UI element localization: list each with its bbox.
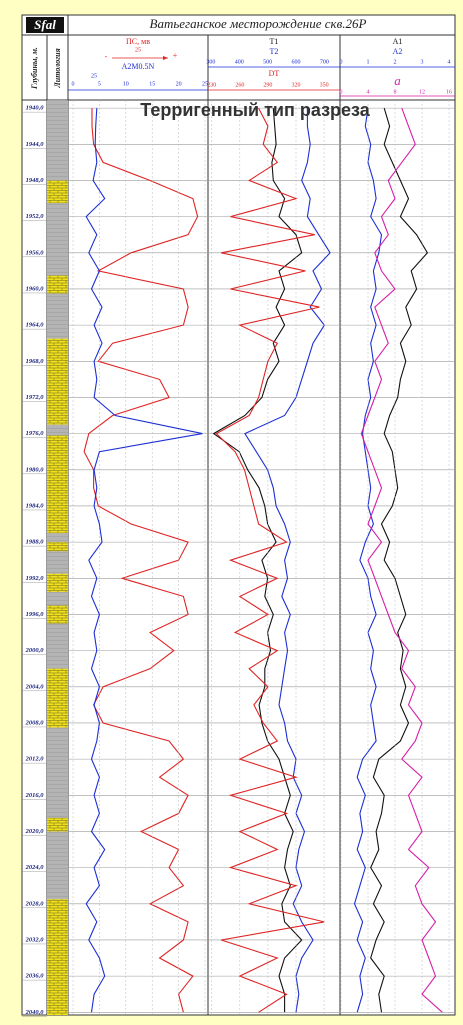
logo: Sfal <box>34 17 56 32</box>
depth-tick-label: 1960,0 <box>26 285 45 292</box>
depth-axis-label: Глубины, м. <box>30 47 39 90</box>
polarity-minus: - <box>105 52 108 61</box>
x-tick-label: 20 <box>176 81 182 87</box>
curve-name: a <box>394 73 401 88</box>
depth-tick-label: 2008,0 <box>25 719 45 726</box>
depth-tick-label: 2036,0 <box>25 973 45 980</box>
x-tick-label: 15 <box>149 81 155 87</box>
x-tick-label: 12 <box>419 89 425 95</box>
depth-tick-label: 1980,0 <box>26 466 45 473</box>
depth-tick-label: 1988,0 <box>26 539 45 546</box>
depth-tick-label: 2024,0 <box>25 864 45 871</box>
depth-tick-label: 1976,0 <box>26 430 45 437</box>
polarity-plus: + <box>173 51 178 60</box>
curve-name: T2 <box>270 47 279 56</box>
x-tick-label: 230 <box>207 82 216 88</box>
depth-tick-label: 1944,0 <box>26 141 45 148</box>
lithology-label: Литология <box>53 48 62 88</box>
x-tick-label: 5 <box>98 81 101 87</box>
x-tick-label: 8 <box>394 89 397 95</box>
x-tick-label: 2 <box>394 59 397 65</box>
plot-layer: 1940,0 1944,0 1948,0 1952,0 1956,0 1960,0 1964… <box>22 37 455 1017</box>
x-tick-label: 600 <box>292 59 301 65</box>
x-tick-label: 300 <box>206 59 215 65</box>
sand-interval <box>47 338 68 425</box>
x-tick-label: 320 <box>292 82 301 88</box>
sand-interval <box>47 275 68 294</box>
curve-name: DT <box>269 69 280 78</box>
x-tick-label: 1 <box>367 59 370 65</box>
x-tick-label: 4 <box>367 89 370 95</box>
log-curve <box>370 107 429 1013</box>
curve-name: T1 <box>270 37 279 46</box>
depth-tick-label: 1956,0 <box>26 249 45 256</box>
x-tick-label: 16 <box>446 89 452 95</box>
extra-label: 25 <box>91 73 97 79</box>
x-tick-label: 0 <box>72 81 75 87</box>
depth-tick-label: 2012,0 <box>25 756 45 763</box>
depth-tick-label: 2028,0 <box>25 900 45 907</box>
sand-interval <box>47 899 68 1015</box>
overlay-title: Терригенный тип разреза <box>140 100 370 120</box>
x-tick-label: 350 <box>320 82 329 88</box>
depth-tick-label: 1972,0 <box>26 394 45 401</box>
curve-name: A2M0.5N <box>122 62 155 71</box>
log-curve <box>215 107 325 1013</box>
log-curve <box>360 107 443 1013</box>
x-tick-label: 25 <box>202 81 208 87</box>
x-tick-label: 290 <box>263 82 272 88</box>
x-tick-label: 10 <box>123 81 129 87</box>
x-tick-label: 500 <box>263 59 272 65</box>
scale-label: 25 <box>135 47 141 53</box>
sand-interval <box>47 542 68 552</box>
depth-tick-label: 1940,0 <box>26 105 45 112</box>
depth-tick-label: 2016,0 <box>25 792 45 799</box>
depth-tick-label: 1968,0 <box>26 358 45 365</box>
x-tick-label: 260 <box>235 82 244 88</box>
x-tick-label: 3 <box>421 59 424 65</box>
curve-name: ПС, мв <box>126 37 150 46</box>
sand-interval <box>47 605 68 624</box>
log-curve <box>85 108 203 1013</box>
x-tick-label: 0 <box>340 59 343 65</box>
logo-box <box>26 17 64 33</box>
chart-title: Ватьеганское месторождение скв.26Р <box>150 16 367 31</box>
depth-tick-label: 1952,0 <box>26 213 45 220</box>
depth-tick-label: 2040,0 <box>25 1009 45 1016</box>
depth-tick-label: 1984,0 <box>26 502 45 509</box>
depth-tick-label: 2020,0 <box>25 828 45 835</box>
sand-interval <box>47 180 68 204</box>
log-curve <box>212 108 303 1013</box>
x-tick-label: 4 <box>448 59 451 65</box>
sand-interval <box>47 573 68 592</box>
depth-tick-label: 1948,0 <box>26 177 45 184</box>
x-tick-label: 700 <box>320 59 329 65</box>
sand-interval <box>47 435 68 534</box>
depth-tick-label: 2000,0 <box>25 647 45 654</box>
sand-interval <box>47 668 68 728</box>
curve-name: A1 <box>393 37 403 46</box>
depth-tick-label: 1996,0 <box>26 611 45 618</box>
polarity-arrow-head <box>163 56 168 60</box>
log-curve <box>244 108 331 1013</box>
clay-column <box>47 100 68 1015</box>
sand-interval <box>47 817 68 832</box>
depth-tick-label: 2032,0 <box>25 936 45 943</box>
x-tick-label: 400 <box>235 59 244 65</box>
x-tick-label: 0 <box>340 89 343 95</box>
depth-tick-label: 1992,0 <box>26 575 45 582</box>
curve-name: A2 <box>393 47 403 56</box>
depth-tick-label: 1964,0 <box>26 322 45 329</box>
depth-tick-label: 2004,0 <box>25 683 45 690</box>
